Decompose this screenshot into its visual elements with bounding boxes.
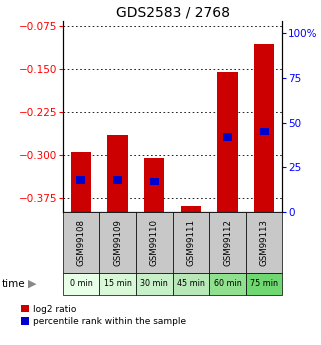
Bar bbox=[209, 212, 246, 273]
Bar bbox=[181, 206, 201, 212]
Bar bbox=[173, 212, 209, 273]
Bar bbox=[71, 152, 91, 212]
Text: GSM99110: GSM99110 bbox=[150, 219, 159, 266]
Bar bbox=[63, 273, 99, 295]
Text: 45 min: 45 min bbox=[177, 279, 205, 288]
Bar bbox=[246, 212, 282, 273]
Bar bbox=[173, 273, 209, 295]
Text: 60 min: 60 min bbox=[214, 279, 241, 288]
Text: ▶: ▶ bbox=[28, 279, 36, 289]
Text: GSM99113: GSM99113 bbox=[260, 219, 269, 266]
Text: GSM99109: GSM99109 bbox=[113, 219, 122, 266]
Bar bbox=[144, 158, 164, 212]
Bar bbox=[150, 178, 159, 185]
Bar bbox=[246, 273, 282, 295]
Bar bbox=[223, 134, 232, 141]
Text: 75 min: 75 min bbox=[250, 279, 278, 288]
Text: 30 min: 30 min bbox=[140, 279, 168, 288]
Bar bbox=[217, 72, 238, 212]
Bar bbox=[136, 212, 173, 273]
Title: GDS2583 / 2768: GDS2583 / 2768 bbox=[116, 6, 230, 20]
Bar bbox=[76, 176, 85, 184]
Text: time: time bbox=[2, 279, 25, 289]
Text: GSM99111: GSM99111 bbox=[187, 219, 195, 266]
Bar bbox=[260, 128, 269, 135]
Text: GSM99112: GSM99112 bbox=[223, 219, 232, 266]
Bar bbox=[99, 212, 136, 273]
Legend: log2 ratio, percentile rank within the sample: log2 ratio, percentile rank within the s… bbox=[21, 305, 186, 326]
Text: 15 min: 15 min bbox=[104, 279, 132, 288]
Bar bbox=[108, 135, 128, 212]
Bar bbox=[63, 212, 99, 273]
Bar bbox=[113, 176, 122, 184]
Text: 0 min: 0 min bbox=[70, 279, 92, 288]
Bar bbox=[99, 273, 136, 295]
Text: GSM99108: GSM99108 bbox=[76, 219, 85, 266]
Bar bbox=[209, 273, 246, 295]
Bar bbox=[254, 43, 274, 212]
Bar bbox=[136, 273, 173, 295]
